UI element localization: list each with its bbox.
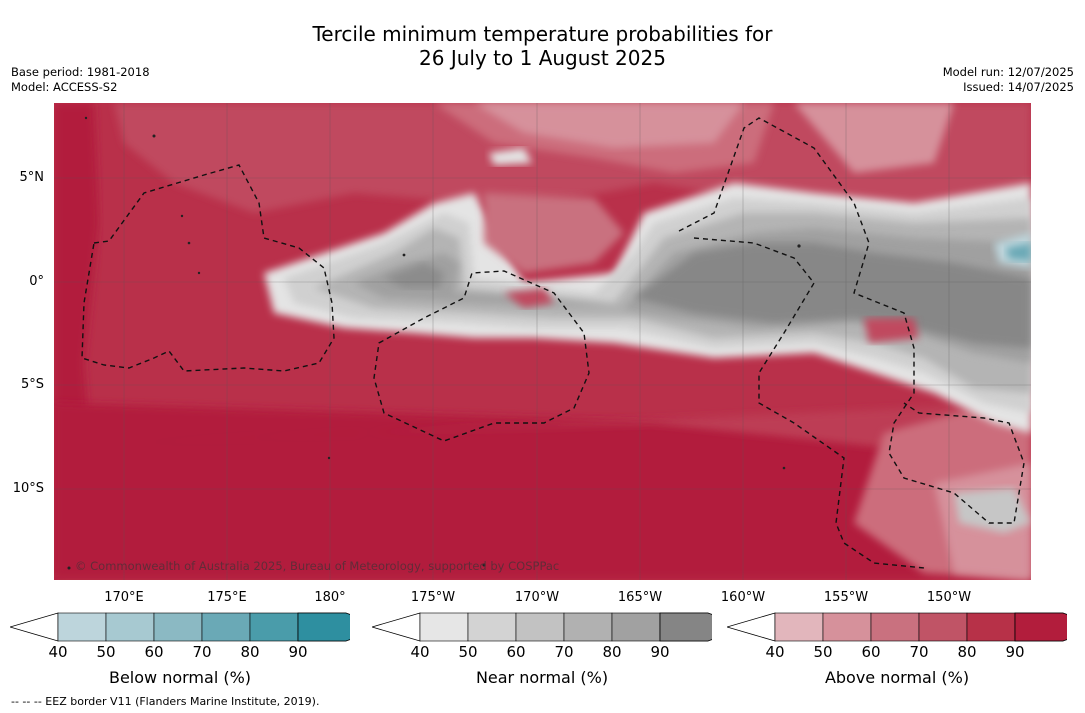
colorbar-segment [515, 612, 565, 642]
lon-label-155w: 155°W [823, 590, 869, 605]
colorbar-tick-label: 70 [192, 643, 212, 661]
lon-label-165w: 165°W [617, 590, 663, 605]
colorbar-label-above: Above normal (%) [824, 668, 970, 687]
colorbar-segment [611, 612, 661, 642]
eez-footnote: -- -- -- EEZ border V11 (Flanders Marine… [11, 695, 320, 708]
colorbar-tick-label: 60 [861, 643, 881, 661]
colorbar-segment [563, 612, 613, 642]
colorbar-extend-low [727, 612, 776, 642]
colorbar-tick-label: 60 [506, 643, 526, 661]
colorbar-ticks-below: 40 50 60 70 80 90 [10, 643, 350, 663]
colorbar-segment [153, 612, 203, 642]
probability-map [54, 103, 1031, 580]
colorbar-tick-label: 90 [1005, 643, 1025, 661]
model-run: Model run: 12/07/2025 [942, 65, 1074, 79]
colorbar-segment [419, 612, 469, 642]
meta-left: Base period: 1981-2018 Model: ACCESS-S2 [11, 65, 150, 95]
colorbar-tick-label: 80 [602, 643, 622, 661]
lon-label-170e: 170°E [104, 590, 144, 605]
colorbar-segment [822, 612, 872, 642]
colorbar-tick-label: 80 [240, 643, 260, 661]
colorbar-tick-label: 40 [48, 643, 68, 661]
lat-label-10s: 10°S [12, 481, 44, 496]
colorbar-extend-low [372, 612, 421, 642]
colorbar-segment [105, 612, 155, 642]
lon-label-175e: 175°E [207, 590, 247, 605]
colorbar-tick-label: 70 [554, 643, 574, 661]
issued-date: Issued: 14/07/2025 [963, 80, 1074, 94]
lon-label-160w: 160°W [720, 590, 766, 605]
colorbar-extend-high [297, 612, 350, 642]
colorbar-tick-label: 50 [458, 643, 478, 661]
near-normal-90 [634, 243, 1031, 348]
lat-label-0: 0° [29, 274, 44, 289]
colorbar-segment [966, 612, 1016, 642]
colorbar-tick-label: 80 [957, 643, 977, 661]
colorbar-ticks-near: 40 50 60 70 80 90 [372, 643, 712, 663]
colorbar-label-near: Near normal (%) [475, 668, 609, 687]
colorbar-above-normal [727, 612, 1067, 642]
colorbar-tick-label: 70 [909, 643, 929, 661]
lat-label-5s: 5°S [20, 377, 44, 392]
colorbar-extend-low [10, 612, 59, 642]
map-title: Tercile minimum temperature probabilitie… [0, 22, 1085, 70]
colorbar-segment [870, 612, 920, 642]
lon-label-150w: 150°W [926, 590, 972, 605]
colorbar-extend-high [1014, 612, 1067, 642]
eez-borders [81, 117, 1025, 569]
colorbar-segment [774, 612, 824, 642]
colorbar-tick-label: 60 [144, 643, 164, 661]
colorbar-segment [918, 612, 968, 642]
colorbar-tick-label: 40 [765, 643, 785, 661]
colorbar-ticks-above: 40 50 60 70 80 90 [727, 643, 1067, 663]
lon-label-175w: 175°W [410, 590, 456, 605]
title-line-1: Tercile minimum temperature probabilitie… [312, 22, 773, 46]
grid-lines [54, 103, 1031, 580]
copyright-notice: © Commonwealth of Australia 2025, Bureau… [75, 559, 560, 573]
colorbar-tick-label: 90 [650, 643, 670, 661]
colorbar-below-normal [10, 612, 350, 642]
colorbar-tick-label: 40 [410, 643, 430, 661]
colorbar-segment [201, 612, 251, 642]
colorbar-segment [249, 612, 299, 642]
islands [67, 116, 801, 570]
colorbar-label-below: Below normal (%) [108, 668, 252, 687]
colorbar-extend-high [659, 612, 712, 642]
colorbar-segment [467, 612, 517, 642]
meta-right: Model run: 12/07/2025 Issued: 14/07/2025 [943, 65, 1074, 95]
colorbar-tick-label: 90 [288, 643, 308, 661]
title-line-2: 26 July to 1 August 2025 [419, 46, 666, 70]
lat-label-5n: 5°N [19, 170, 45, 185]
colorbar-near-normal [372, 612, 712, 642]
base-period: Base period: 1981-2018 [11, 65, 150, 79]
lon-label-180: 180° [314, 590, 346, 605]
colorbar-tick-label: 50 [813, 643, 833, 661]
colorbar-segment [57, 612, 107, 642]
model-name: Model: ACCESS-S2 [11, 80, 118, 94]
colorbar-tick-label: 50 [96, 643, 116, 661]
lon-label-170w: 170°W [514, 590, 560, 605]
